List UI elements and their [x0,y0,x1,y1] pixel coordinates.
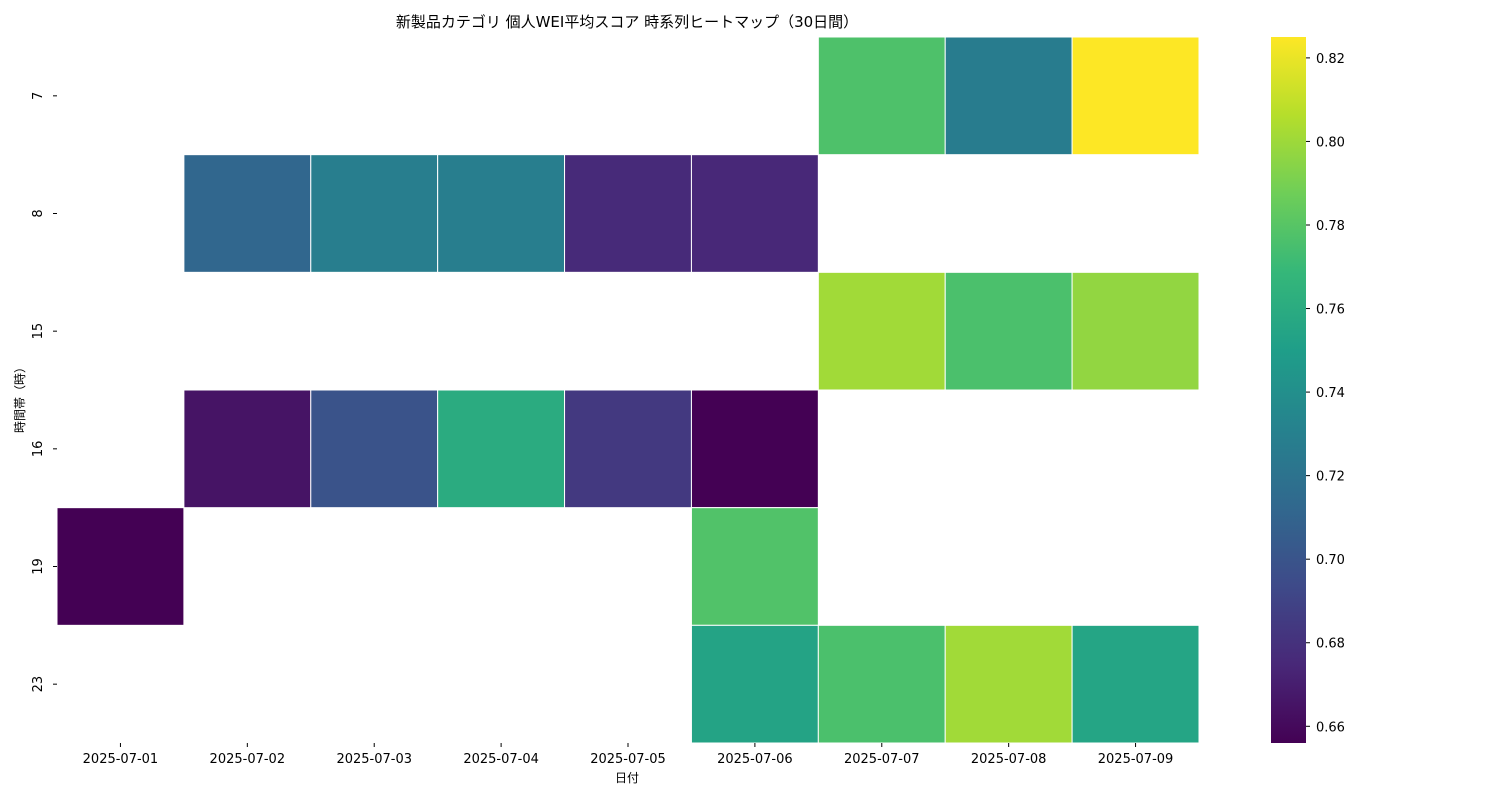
heatmap-cell [56,507,185,626]
heatmap-cell [437,389,566,509]
colorbar-tick-label: 0.82 [1316,52,1345,67]
heatmap-cell [310,389,439,509]
heatmap-cell [690,624,819,744]
x-axis-label: 日付 [615,771,639,785]
x-tick-label: 2025-07-01 [83,752,159,767]
x-tick-label: 2025-07-03 [336,752,412,767]
x-tick-label: 2025-07-04 [463,752,539,767]
colorbar-tick-label: 0.72 [1316,470,1345,485]
heatmap-cell [564,154,692,273]
heatmap-cell [817,624,946,744]
heatmap-cell [564,389,692,509]
x-axis-ticks: 2025-07-01 2025-07-02 2025-07-03 2025-07-04… [83,743,1174,767]
y-axis-label: 時間帯（時） [13,361,27,433]
y-tick-label: 16 [31,441,46,458]
heatmap-cell [944,624,1073,744]
colorbar-tick-label: 0.80 [1316,135,1345,150]
heatmap-cell [183,389,312,509]
heatmap-cell [690,507,819,626]
heatmap-cell [690,389,819,509]
colorbar-tick-label: 0.66 [1316,720,1345,735]
heatmap-cell [1071,36,1200,156]
colorbar-tick-label: 0.68 [1316,637,1345,652]
x-tick-label: 2025-07-06 [717,752,793,767]
x-tick-label: 2025-07-08 [971,752,1047,767]
colorbar [1271,37,1306,743]
colorbar-tick-label: 0.76 [1316,303,1345,318]
colorbar-tick-label: 0.70 [1316,553,1345,568]
x-tick-label: 2025-07-02 [210,752,286,767]
y-tick-label: 19 [31,558,46,575]
heatmap-cell [1071,271,1200,391]
y-tick-label: 7 [31,92,46,100]
heatmap-cell [437,154,566,273]
heatmap-cell [1071,624,1200,744]
heatmap-cell [944,36,1073,156]
y-tick-label: 8 [31,209,46,217]
colorbar-tick-label: 0.74 [1316,386,1345,401]
y-tick-label: 15 [31,323,46,340]
chart-title: 新製品カテゴリ 個人WEI平均スコア 時系列ヒートマップ（30日間） [396,13,858,31]
y-tick-label: 23 [31,676,46,693]
x-tick-label: 2025-07-05 [590,752,666,767]
x-tick-label: 2025-07-09 [1098,752,1174,767]
heatmap-cell [817,271,946,391]
x-tick-label: 2025-07-07 [844,752,920,767]
y-axis-ticks: 7 8 15 16 19 23 [31,92,57,693]
heatmap-cell [944,271,1073,391]
colorbar-tick-label: 0.78 [1316,219,1345,234]
heatmap-cell [690,154,819,273]
heatmap-cell [817,36,946,156]
heatmap-cell [310,154,439,273]
heatmap-cell [183,154,312,273]
colorbar-ticks: 0.66 0.68 0.70 0.72 0.74 0.76 0.78 0.80 0.82 [1306,52,1345,735]
heatmap-cells [56,36,1200,744]
